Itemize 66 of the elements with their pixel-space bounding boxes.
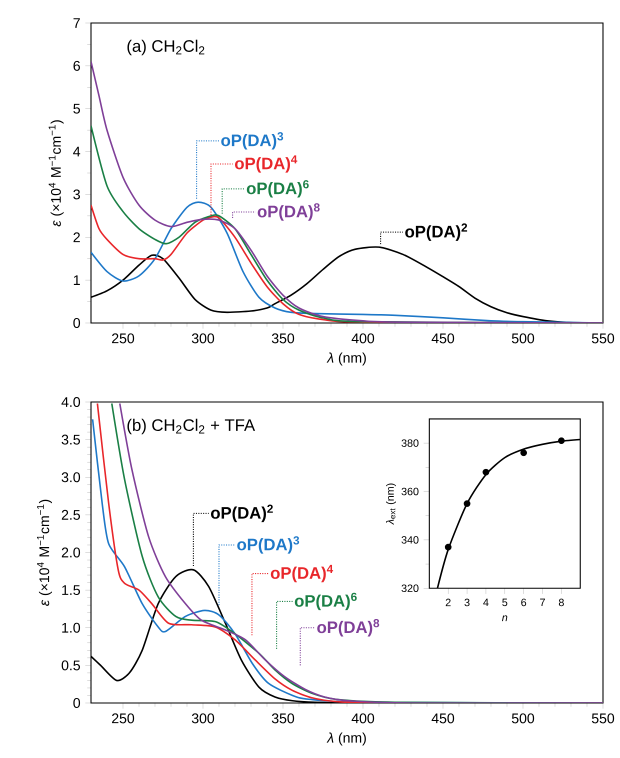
y-tick-label: 0 [73,698,80,708]
y-tick-label: 5 [73,104,80,114]
x-tick-label: 3 [464,598,470,606]
y-tick-label: 3.5 [62,434,80,445]
point [520,449,527,456]
legend-label: oP(DA)$^{2}$ [405,223,468,241]
x-tick-label: 4 [483,598,489,606]
x-tick-label: 500 [512,333,534,344]
legend-label: oP(DA)$^{8}$ [258,203,320,221]
point [444,544,452,550]
y-axis-title: ε (×10$^{4}$ M$^{−1}$cm$^{−1}$) [37,500,52,606]
y-tick-label: 4 [73,146,80,156]
text: (a) CH$_{2}$Cl$_{2}$ [127,40,204,56]
y-tick-label: 3.0 [62,472,80,482]
y-tick-label: 340 [402,536,419,544]
y-tick-label: 380 [402,439,419,447]
line-series [91,60,603,323]
y-tick-label: 1.0 [62,622,80,633]
point [558,437,565,444]
y-tick-label: 360 [402,488,419,496]
x-tick-label: 2 [446,598,451,606]
x-tick-label: 5 [502,598,508,606]
x-tick-label: 300 [192,333,214,344]
y-tick-label: 0.5 [62,660,80,670]
x-tick-label: 500 [512,713,534,724]
y-axis-title: λ$_{ext}$ (nm) [386,484,396,525]
series-label: oP(DA)$^{6}$ [246,180,309,198]
point [464,500,470,507]
y-tick-label: 1.5 [62,585,80,596]
x-tick-label: 350 [272,713,294,724]
text: oP(DA)$^{4}$ [270,564,334,582]
y-axis-title: ε (×10$^{4}$ M$^{−1}$cm$^{−1}$) [48,120,64,226]
text: oP(DA)$^{6}$ [294,592,357,610]
y-tick-label: 6 [74,60,80,71]
y-tick-label: 2.0 [62,548,80,558]
x-tick-label: 6 [521,598,526,606]
y-tick-label: 3 [73,189,80,200]
x-tick-label: 250 [112,713,134,724]
x-tick-label: 250 [112,333,134,344]
x-axis-title: n [502,615,508,622]
x-tick-label: 550 [592,333,614,344]
x-axis-title: λ (nm) [326,732,366,746]
x-tick-label: 400 [352,713,374,724]
text: oP(DA)$^{2}$ [211,504,273,522]
text: oP(DA)$^{8}$ [317,619,380,636]
x-tick-label: 350 [272,333,294,344]
text: oP(DA)$^{4}$ [235,155,298,173]
y-tick-label: 2 [74,232,80,242]
x-tick-label: 550 [592,713,614,724]
y-tick-label: 4.0 [61,397,80,407]
text: oP(DA)$^{3}$ [221,132,284,150]
text: oP(DA)$^{3}$ [237,536,300,554]
y-tick-label: 2.5 [62,510,80,520]
x-tick-label: 450 [432,713,454,724]
x-tick-label: 400 [352,333,374,344]
point [482,468,490,476]
x-tick-label: 300 [192,713,214,724]
y-tick-label: 1 [74,275,80,285]
x-tick-label: 450 [432,333,454,344]
x-axis-title: λ (nm) [326,352,366,366]
x-tick-label: 7 [540,598,545,606]
y-tick-label: 7 [74,18,80,28]
x-tick-label: 8 [558,598,564,606]
text: (b) CH$_{2}$Cl$_{2}$ + TFA [127,418,256,434]
y-tick-label: 320 [402,584,419,592]
y-tick-label: 0 [73,318,80,328]
